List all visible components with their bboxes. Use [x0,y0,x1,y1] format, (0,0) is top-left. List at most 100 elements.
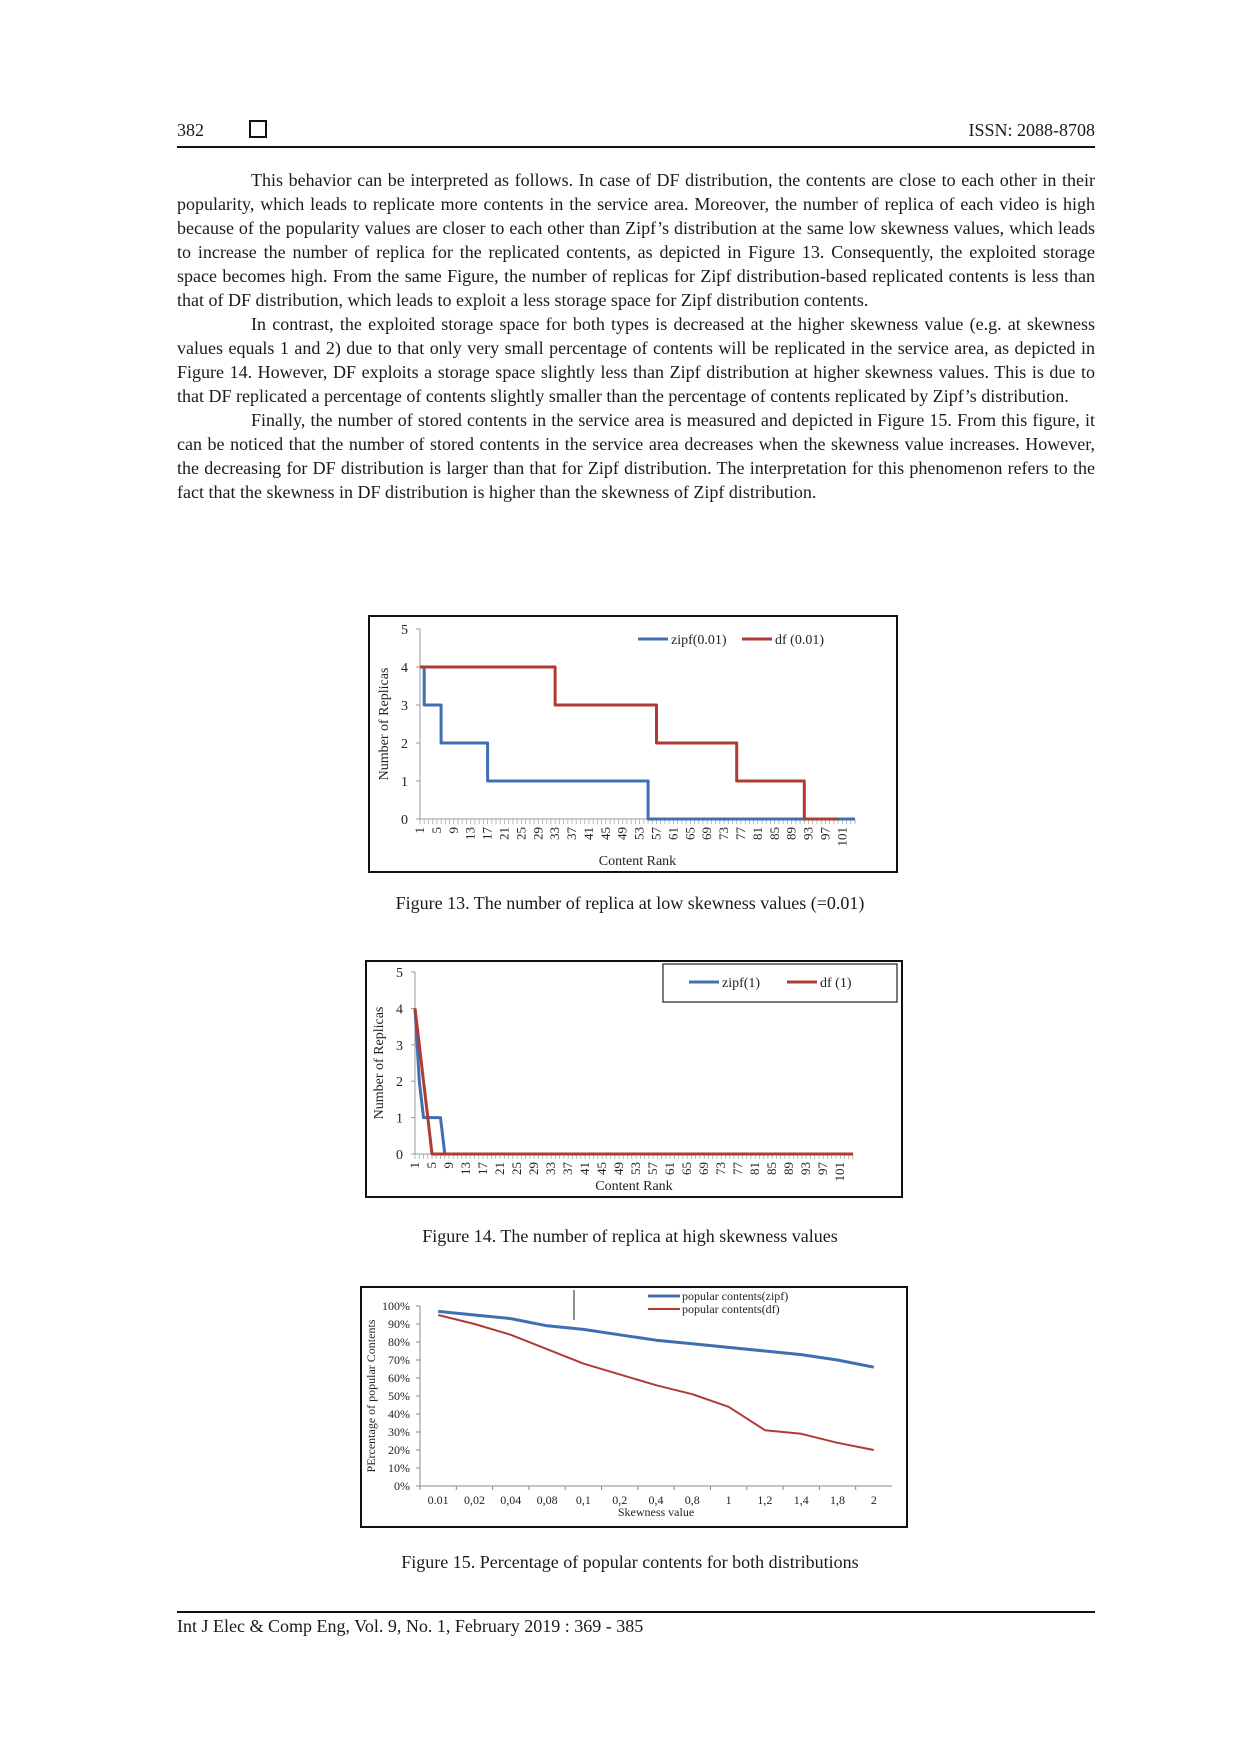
x-tick-label: 1 [407,1162,422,1169]
x-tick-label: 41 [581,827,596,840]
y-tick-label: 90% [388,1317,410,1331]
series-line-df [413,1008,853,1156]
x-tick-label: 61 [665,827,680,840]
x-tick-label: 0.01 [428,1493,449,1507]
y-tick-label: 5 [396,966,403,981]
x-tick-label: 13 [458,1162,473,1175]
y-axis-title: PErcentage of popular Contents [364,1319,378,1472]
x-tick-label: 69 [696,1162,711,1175]
x-tick-label: 5 [429,827,444,834]
x-tick-label: 73 [716,827,731,840]
x-axis-title: Content Rank [595,1179,672,1194]
x-tick-label: 29 [530,827,545,840]
x-tick-label: 0,4 [649,1493,664,1507]
x-tick-label: 33 [547,827,562,840]
x-tick-label: 37 [560,1162,575,1176]
y-tick-label: 0 [401,813,408,828]
x-tick-label: 0,2 [612,1493,627,1507]
y-tick-label: 40% [388,1407,410,1421]
paragraph: Finally, the number of stored contents i… [177,410,1095,502]
x-tick-label: 25 [513,827,528,840]
x-tick-label: 77 [730,1162,745,1176]
series-line-df [420,665,839,821]
x-tick-label: 0,8 [685,1493,700,1507]
x-tick-label: 77 [733,827,748,841]
x-tick-label: 21 [496,827,511,840]
y-tick-label: 1 [396,1112,403,1127]
x-tick-label: 1,4 [794,1493,809,1507]
x-tick-label: 0,04 [500,1493,521,1507]
legend-label-zipf: popular contents(zipf) [682,1289,788,1303]
x-axis-title: Content Rank [599,854,676,869]
x-tick-label: 93 [798,1162,813,1175]
x-tick-label: 5 [424,1162,439,1169]
x-tick-label: 29 [526,1162,541,1175]
x-tick-label: 37 [564,827,579,841]
x-tick-label: 17 [475,1162,490,1176]
x-tick-label: 65 [682,827,697,840]
page-header: 382 ISSN: 2088-8708 [177,118,1095,148]
x-tick-label: 73 [713,1162,728,1175]
x-tick-label: 97 [817,827,832,841]
paragraph: In contrast, the exploited storage space… [177,314,1095,406]
x-tick-label: 49 [611,1162,626,1175]
figure-13-chart: 0 1 2 3 4 5 1 5 9 13 17 21 25 29 33 37 41 45 49 53 57 61 65 69 7… [368,615,898,873]
footer-citation: Int J Elec & Comp Eng, Vol. 9, No. 1, Fe… [177,1616,644,1636]
series-line-zipf [413,1008,853,1156]
y-tick-label: 50% [388,1389,410,1403]
x-tick-label: 97 [815,1162,830,1176]
x-tick-label: 1 [412,827,427,834]
y-tick-label: 2 [396,1075,403,1090]
series-line-zipf [438,1309,875,1369]
figure-14-caption: Figure 14. The number of replica at high… [422,1226,838,1246]
x-tick-label: 57 [645,1162,660,1176]
body-text: This behavior can be interpreted as foll… [177,168,1095,504]
legend-label-df: df (0.01) [775,633,824,648]
x-tick-label: 17 [480,827,495,841]
x-tick-label: 33 [543,1162,558,1175]
x-tick-label: 0,08 [537,1493,558,1507]
legend-label-zipf: zipf(0.01) [671,633,727,648]
y-tick-label: 3 [401,699,408,714]
x-tick-label: 49 [615,827,630,840]
series-line-df [437,1314,874,1451]
x-tick-label: 101 [834,827,849,847]
footer-rule [177,1611,1095,1613]
x-tick-label: 9 [441,1162,456,1169]
y-tick-label: 4 [401,661,408,676]
y-tick-label: 70% [388,1353,410,1367]
x-tick-label: 69 [699,827,714,840]
x-tick-label: 101 [832,1162,847,1182]
y-axis-title: Number of Replicas [372,1007,387,1120]
y-tick-label: 100% [382,1299,410,1313]
y-tick-label: 30% [388,1425,410,1439]
y-tick-label: 80% [388,1335,410,1349]
y-tick-label: 0 [396,1148,403,1163]
y-tick-label: 1 [401,775,408,790]
legend-label-zipf: zipf(1) [722,976,760,991]
x-tick-label: 65 [679,1162,694,1175]
y-tick-label: 60% [388,1371,410,1385]
x-axis-title: Skewness value [618,1505,694,1519]
x-tick-label: 13 [463,827,478,840]
x-tick-label: 0,1 [576,1493,591,1507]
y-tick-label: 0% [394,1479,410,1493]
x-tick-label: 53 [628,1162,643,1175]
x-tick-label: 2 [871,1493,877,1507]
y-tick-label: 10% [388,1461,410,1475]
x-tick-label: 45 [598,827,613,840]
x-tick-label: 1,2 [757,1493,772,1507]
x-tick-label: 85 [767,827,782,840]
x-tick-label: 61 [662,1162,677,1175]
legend-box [662,963,898,1003]
y-tick-label: 5 [401,623,408,638]
x-tick-label: 89 [781,1162,796,1175]
y-tick-label: 2 [401,737,408,752]
y-tick-label: 20% [388,1443,410,1457]
x-tick-label: 45 [594,1162,609,1175]
figure-15-svg: 0% 10% 20% 30% 40% 50% 60% 70% 80% 90% 100% 0.01 0,0… [364,1289,892,1519]
legend-label-df: popular contents(df) [682,1302,780,1316]
x-tick-label: 81 [747,1162,762,1175]
